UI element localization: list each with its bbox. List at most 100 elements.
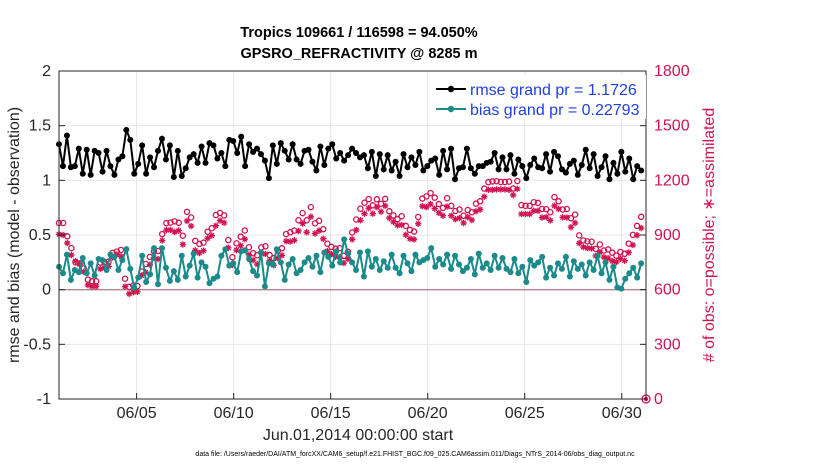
rmse-point (566, 160, 573, 167)
bias-point (412, 251, 419, 258)
star-stroke (423, 204, 430, 210)
star-stroke (237, 243, 244, 249)
bias-point (400, 252, 407, 259)
x-tick-label: 06/05 (117, 405, 157, 422)
obs-possible-point (348, 229, 356, 236)
bias-point (479, 264, 486, 271)
star-stroke (242, 236, 248, 242)
bias-point (123, 246, 130, 253)
star-stroke (130, 289, 137, 295)
bias-point (570, 258, 577, 265)
obs-assimilated-point (295, 227, 302, 235)
rmse-point (547, 168, 554, 175)
bias-point (638, 260, 645, 267)
rmse-point (420, 167, 427, 174)
star-stroke (522, 211, 529, 217)
obs-assimilated-point (633, 231, 641, 239)
obs-assimilated-point (476, 206, 484, 213)
obs-assimilated-point (208, 232, 215, 239)
obs-possible-point (175, 219, 182, 227)
obs-assimilated-point (555, 205, 562, 213)
obs-possible-point (353, 216, 360, 223)
left-y-axis-label: rmse and bias (model - observation) (6, 107, 23, 363)
star-stroke (167, 227, 174, 233)
obs-assimilated-point (134, 288, 141, 296)
rmse-point (123, 127, 130, 134)
bias-point (341, 236, 348, 243)
rmse-point (254, 145, 261, 152)
star-stroke (469, 217, 475, 223)
star-stroke (217, 217, 223, 224)
rmse-point (178, 172, 185, 179)
star-stroke (568, 224, 574, 230)
obs-assimilated-point (526, 210, 533, 218)
bias-point (606, 276, 613, 283)
rmse-point (448, 145, 455, 152)
obs-assimilated-point (216, 217, 224, 224)
bias-point (59, 270, 66, 277)
obs-assimilated-point (563, 214, 571, 221)
rmse-point (618, 148, 625, 155)
obs-possible-point (584, 238, 591, 245)
rmse-point (265, 175, 272, 182)
bias-point (618, 285, 625, 292)
bias-point (147, 271, 154, 278)
rmse-point (186, 154, 193, 161)
star-stroke (588, 245, 595, 252)
star-stroke (213, 223, 219, 229)
star-stroke (481, 194, 487, 200)
star-stroke (163, 227, 170, 233)
left-tick-label: 0.5 (29, 227, 51, 244)
obs-assimilated-point (567, 223, 575, 231)
star-stroke (415, 221, 421, 227)
rmse-point (376, 151, 383, 158)
rmse-point (305, 146, 312, 153)
bias-point (297, 266, 304, 273)
star-stroke (378, 208, 384, 215)
star-stroke (584, 245, 591, 251)
bias-point (392, 264, 399, 271)
left-y-ticks: 2 1.5 1 0.5 0 -0.5 -1 (23, 63, 65, 408)
star-stroke (221, 220, 227, 226)
bias-point (269, 261, 276, 268)
obs-possible-point (518, 201, 525, 209)
bias-point (602, 259, 609, 266)
bias-point (242, 247, 249, 254)
obs-assimilated-point (381, 202, 389, 210)
star-stroke (85, 282, 91, 288)
star-stroke (432, 205, 438, 212)
obs-possible-point (447, 202, 455, 210)
rmse-point (277, 140, 284, 147)
data-file-footnote: data file: /Users/raeder/DAI/ATM_forcXX/… (195, 451, 635, 458)
obs-possible-point (163, 219, 170, 227)
star-stroke (531, 208, 537, 214)
obs-assimilated-point (456, 214, 463, 222)
obs-possible-point (191, 237, 199, 245)
rmse-point (440, 147, 447, 154)
obs-possible-point (571, 211, 579, 218)
star-stroke (543, 214, 549, 220)
obs-assimilated-point (427, 200, 434, 208)
bias-point (499, 254, 506, 261)
obs-possible-point (526, 202, 533, 210)
rmse-point (372, 172, 379, 179)
obs-possible-point (514, 177, 521, 185)
rmse-point (558, 166, 565, 173)
rmse-point (293, 156, 300, 163)
rmse-point (562, 169, 569, 176)
star-stroke (312, 230, 318, 237)
star-stroke (250, 257, 256, 263)
rmse-point (436, 171, 443, 178)
bias-point (630, 264, 637, 271)
rmse-point (487, 158, 494, 165)
rmse-point (273, 160, 280, 167)
bias-point (547, 264, 554, 271)
bias-point (313, 252, 320, 259)
rmse-point (349, 145, 356, 152)
bias-point (99, 257, 106, 264)
obs-possible-point (575, 232, 583, 239)
bias-point (491, 252, 498, 259)
rmse-point (598, 164, 605, 171)
rmse-point (364, 165, 371, 172)
